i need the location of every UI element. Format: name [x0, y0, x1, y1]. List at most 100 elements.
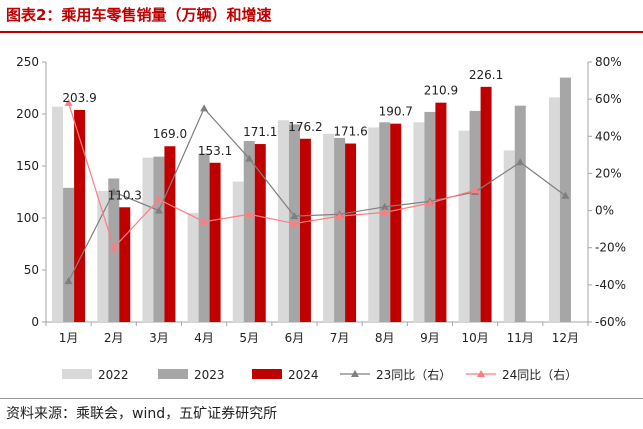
x-tick-label: 5月	[239, 331, 259, 345]
bar-2022	[503, 150, 515, 322]
point-24同比（右）	[335, 212, 344, 220]
data-label-2024: 190.7	[379, 105, 413, 119]
bar-2023	[153, 156, 165, 322]
legend-marker	[477, 370, 485, 377]
legend-entry: 2023	[158, 368, 225, 382]
legend-label: 2024	[288, 368, 319, 382]
bar-2023	[379, 122, 391, 322]
y-right-tick-label: -20%	[595, 241, 626, 255]
bar-2022	[413, 122, 425, 322]
y-left-tick-label: 150	[16, 159, 39, 173]
source-rule	[0, 398, 643, 399]
data-label-2024: 176.2	[288, 120, 322, 134]
bar-2024	[209, 162, 221, 322]
y-left-tick-label: 200	[16, 107, 39, 121]
y-left-tick-label: 0	[31, 315, 39, 329]
line-24同比（右）	[68, 102, 476, 249]
bar-2022	[97, 190, 109, 322]
y-right-tick-label: 0%	[595, 204, 614, 218]
bar-2023	[514, 105, 526, 323]
bar-2022	[187, 212, 199, 322]
y-right-tick-label: 40%	[595, 129, 622, 143]
y-right-tick-label: -40%	[595, 278, 626, 292]
bar-2023	[424, 111, 436, 322]
point-23同比（右）	[154, 206, 163, 214]
bar-2024	[480, 86, 492, 322]
y-right-tick-label: -60%	[595, 315, 626, 329]
x-tick-label: 11月	[507, 331, 534, 345]
legend-label: 24同比（右）	[502, 367, 577, 382]
y-left-tick-label: 50	[24, 263, 39, 277]
bar-2023	[469, 110, 481, 322]
point-23同比（右）	[245, 154, 254, 162]
bar-2023	[198, 153, 210, 322]
data-label-2024: 203.9	[62, 91, 96, 105]
x-tick-label: 1月	[59, 331, 79, 345]
legend-entry: 2024	[252, 368, 319, 382]
y-left-tick-label: 250	[16, 55, 39, 69]
bar-2022	[52, 106, 64, 322]
y-left-tick-label: 100	[16, 211, 39, 225]
y-right-tick-label: 20%	[595, 166, 622, 180]
x-tick-label: 2月	[104, 331, 124, 345]
bar-2022	[458, 130, 470, 322]
data-label-2024: 110.3	[108, 188, 142, 202]
bar-2024	[390, 123, 402, 322]
bar-2023	[559, 77, 571, 322]
data-label-2024: 226.1	[469, 68, 503, 82]
bar-2024	[299, 138, 311, 322]
bar-2022	[368, 127, 380, 323]
chart-title: 图表2：乘用车零售销量（万辆）和增速	[6, 6, 272, 24]
legend-label: 23同比（右）	[376, 367, 451, 382]
point-23同比（右）	[290, 212, 299, 220]
point-24同比（右）	[64, 98, 73, 106]
data-label-2024: 210.9	[424, 84, 458, 98]
y-right-tick-label: 80%	[595, 55, 622, 69]
legend-label: 2023	[194, 368, 225, 382]
bar-2023	[334, 137, 346, 322]
legend-swatch	[62, 369, 92, 379]
legend-swatch	[158, 369, 188, 379]
x-tick-label: 9月	[420, 331, 440, 345]
data-label-2024: 153.1	[198, 144, 232, 158]
legend-entry: 2022	[62, 368, 129, 382]
point-23同比（右）	[516, 158, 525, 166]
point-24同比（右）	[200, 217, 209, 225]
point-24同比（右）	[290, 219, 299, 227]
legend-entry: 23同比（右）	[340, 367, 451, 382]
point-24同比（右）	[425, 199, 434, 207]
y-right-tick-label: 60%	[595, 92, 622, 106]
point-24同比（右）	[245, 210, 254, 218]
point-24同比（右）	[154, 195, 163, 203]
x-tick-label: 8月	[375, 331, 395, 345]
bar-2022	[323, 133, 335, 322]
bar-2023	[63, 187, 75, 322]
bar-2022	[548, 97, 560, 322]
bar-2022	[232, 181, 244, 322]
bar-2024	[74, 109, 86, 322]
bar-2024	[435, 102, 447, 322]
x-tick-label: 7月	[330, 331, 350, 345]
legend-label: 2022	[98, 368, 129, 382]
x-tick-label: 3月	[149, 331, 169, 345]
data-label-2024: 171.1	[243, 125, 277, 139]
title-rule	[0, 31, 643, 33]
point-24同比（右）	[109, 243, 118, 251]
bar-2024	[164, 146, 176, 322]
bar-2022	[142, 157, 154, 322]
point-24同比（右）	[471, 186, 480, 194]
legend-marker	[351, 370, 359, 377]
point-23同比（右）	[200, 104, 209, 112]
x-tick-label: 4月	[194, 331, 214, 345]
legend-swatch	[252, 369, 282, 379]
legend-entry: 24同比（右）	[466, 367, 577, 382]
point-23同比（右）	[109, 188, 118, 195]
point-23同比（右）	[561, 191, 570, 199]
bar-2024	[345, 143, 357, 322]
bar-2024	[119, 207, 131, 322]
point-23同比（右）	[64, 277, 73, 285]
source-note: 资料来源：乘联会，wind，五矿证券研究所	[6, 406, 278, 422]
x-tick-label: 12月	[552, 331, 579, 345]
bar-2024	[254, 144, 266, 322]
retail-sales-chart: 0 50 100 150 200 250 -60% -40% -20% 0% 20% 40% 60% 80…	[16, 55, 626, 382]
